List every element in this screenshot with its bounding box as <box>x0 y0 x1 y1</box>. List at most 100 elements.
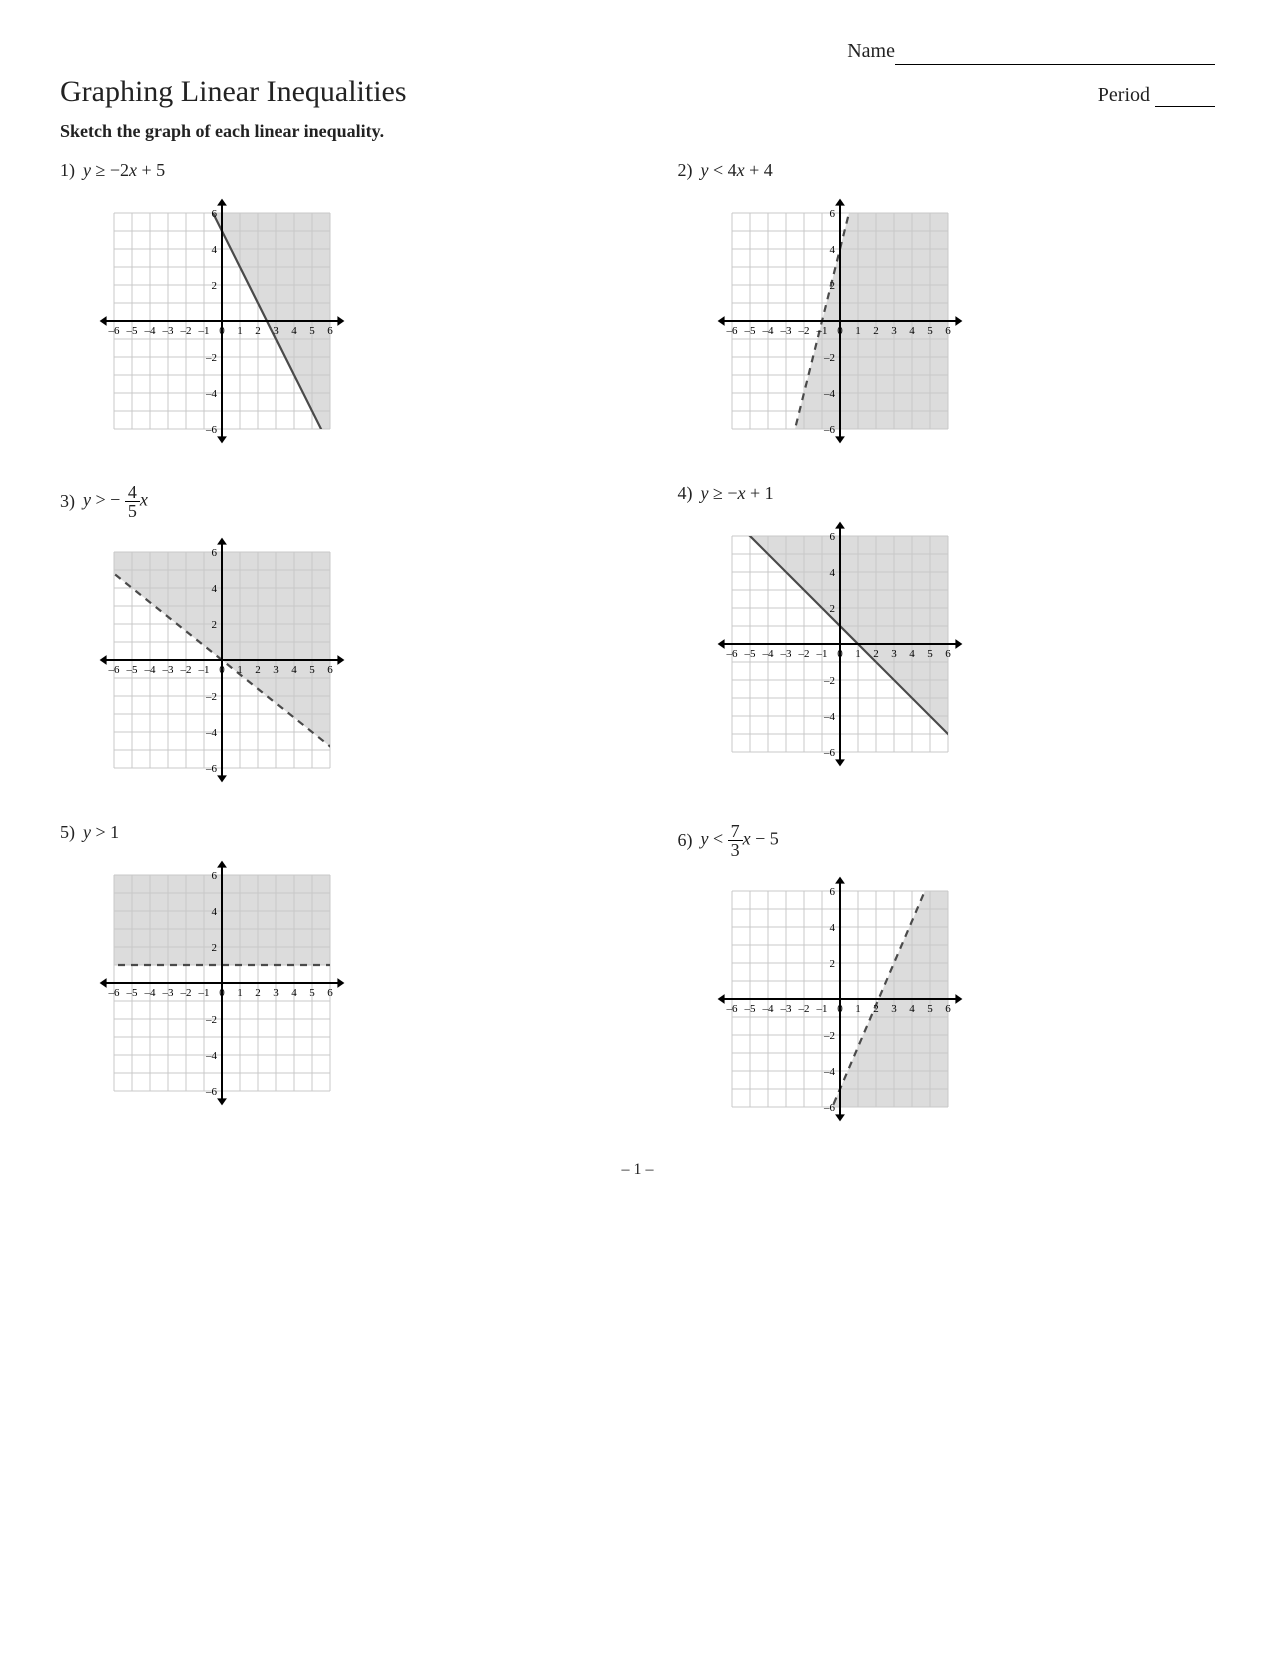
x-tick-label: 0 <box>837 1003 843 1015</box>
x-tick-label: 2 <box>255 987 261 999</box>
x-tick-label: 5 <box>309 664 315 676</box>
y-tick-label: 4 <box>212 583 218 595</box>
x-tick-label: 5 <box>309 987 315 999</box>
x-tick-label: –6 <box>108 325 121 337</box>
period-label: Period <box>1098 84 1150 106</box>
y-tick-label: 2 <box>212 280 218 292</box>
x-tick-label: –6 <box>725 1003 738 1015</box>
x-tick-label: 4 <box>291 325 297 337</box>
x-tick-label: 3 <box>273 325 279 337</box>
inequality-expression: y > − 45x <box>83 483 148 520</box>
x-tick-label: –4 <box>761 648 774 660</box>
x-tick-label: –6 <box>108 664 121 676</box>
problem-number: 3) <box>60 491 75 512</box>
x-tick-label: 2 <box>255 325 261 337</box>
graph-container: –6–5–4–3–2–10123456246–2–4–6 <box>90 851 598 1115</box>
y-tick-label: 6 <box>212 547 218 559</box>
x-tick-label: 3 <box>273 664 279 676</box>
name-blank[interactable] <box>895 40 1215 65</box>
x-tick-label: 1 <box>855 325 861 337</box>
x-tick-label: –1 <box>815 1003 827 1015</box>
x-tick-label: 3 <box>891 1003 897 1015</box>
x-tick-label: 3 <box>273 987 279 999</box>
y-tick-label: –6 <box>823 747 836 759</box>
x-tick-label: 1 <box>237 664 243 676</box>
inequality-expression: y ≥ −x + 1 <box>701 483 774 504</box>
x-tick-label: –2 <box>180 325 192 337</box>
y-tick-label: –2 <box>205 352 217 364</box>
problem-label: 2)y < 4x + 4 <box>678 160 1216 181</box>
y-tick-label: 4 <box>212 244 218 256</box>
x-tick-label: 1 <box>855 1003 861 1015</box>
x-tick-label: –5 <box>126 664 139 676</box>
y-tick-label: 2 <box>829 280 835 292</box>
y-tick-label: –2 <box>823 675 835 687</box>
y-tick-label: 2 <box>212 942 218 954</box>
x-tick-label: 4 <box>909 325 915 337</box>
problems-grid: 1)y ≥ −2x + 5–6–5–4–3–2–10123456246–2–4–… <box>60 160 1215 1131</box>
x-tick-label: –1 <box>198 987 210 999</box>
x-tick-label: 5 <box>927 1003 933 1015</box>
x-tick-label: –3 <box>162 987 175 999</box>
x-tick-label: 0 <box>219 325 225 337</box>
x-tick-label: –3 <box>779 325 792 337</box>
inequality-expression: y < 73x − 5 <box>701 822 779 859</box>
y-tick-label: –4 <box>823 711 836 723</box>
x-tick-label: –4 <box>144 987 157 999</box>
x-tick-label: –1 <box>815 648 827 660</box>
y-tick-label: –2 <box>823 352 835 364</box>
graph-container: –6–5–4–3–2–10123456246–2–4–6 <box>708 867 1216 1131</box>
x-tick-label: 3 <box>891 325 897 337</box>
problem-2: 2)y < 4x + 4–6–5–4–3–2–10123456246–2–4–6 <box>678 160 1216 453</box>
problem-3: 3)y > − 45x–6–5–4–3–2–10123456246–2–4–6 <box>60 483 598 792</box>
coordinate-grid: –6–5–4–3–2–10123456246–2–4–6 <box>90 851 354 1115</box>
inequality-expression: y ≥ −2x + 5 <box>83 160 165 181</box>
x-tick-label: 1 <box>237 987 243 999</box>
graph-container: –6–5–4–3–2–10123456246–2–4–6 <box>90 189 598 453</box>
x-tick-label: –5 <box>743 1003 756 1015</box>
graph-container: –6–5–4–3–2–10123456246–2–4–6 <box>90 528 598 792</box>
period-field: Period <box>1098 82 1215 107</box>
x-tick-label: 6 <box>945 648 951 660</box>
x-tick-label: 2 <box>873 648 879 660</box>
x-tick-label: 1 <box>855 648 861 660</box>
y-tick-label: –4 <box>823 1066 836 1078</box>
x-tick-label: 1 <box>237 325 243 337</box>
x-tick-label: –1 <box>198 325 210 337</box>
y-tick-label: 4 <box>212 906 218 918</box>
y-tick-label: 2 <box>829 958 835 970</box>
x-tick-label: –6 <box>108 987 121 999</box>
y-tick-label: 6 <box>212 870 218 882</box>
problem-label: 6) y < 73x − 5 <box>678 822 1216 859</box>
x-tick-label: –6 <box>725 325 738 337</box>
x-tick-label: –4 <box>761 325 774 337</box>
y-tick-label: –4 <box>823 388 836 400</box>
y-tick-label: 6 <box>829 886 835 898</box>
inequality-expression: y > 1 <box>83 822 119 843</box>
problem-6: 6)y < 73x − 5–6–5–4–3–2–10123456246–2–4–… <box>678 822 1216 1131</box>
x-tick-label: 6 <box>327 325 333 337</box>
x-tick-label: 5 <box>309 325 315 337</box>
problem-number: 6) <box>678 830 693 851</box>
x-tick-label: –2 <box>180 664 192 676</box>
x-tick-label: –2 <box>797 1003 809 1015</box>
y-tick-label: –6 <box>823 424 836 436</box>
x-tick-label: –6 <box>725 648 738 660</box>
problem-number: 5) <box>60 822 75 843</box>
y-tick-label: –4 <box>205 388 218 400</box>
problem-label: 5) y > 1 <box>60 822 598 843</box>
problem-label: 3) y > − 45x <box>60 483 598 520</box>
x-tick-label: –2 <box>180 987 192 999</box>
instruction-text: Sketch the graph of each linear inequali… <box>60 121 1215 142</box>
x-tick-label: 2 <box>255 664 261 676</box>
x-tick-label: 0 <box>219 664 225 676</box>
problem-number: 4) <box>678 483 693 504</box>
name-field-row: Name <box>60 40 1215 65</box>
period-blank[interactable] <box>1155 82 1215 107</box>
x-tick-label: –3 <box>779 1003 792 1015</box>
y-tick-label: –6 <box>823 1102 836 1114</box>
x-tick-label: 5 <box>927 325 933 337</box>
graph-container: –6–5–4–3–2–10123456246–2–4–6 <box>708 189 1216 453</box>
x-tick-label: –3 <box>162 664 175 676</box>
x-tick-label: 6 <box>945 1003 951 1015</box>
